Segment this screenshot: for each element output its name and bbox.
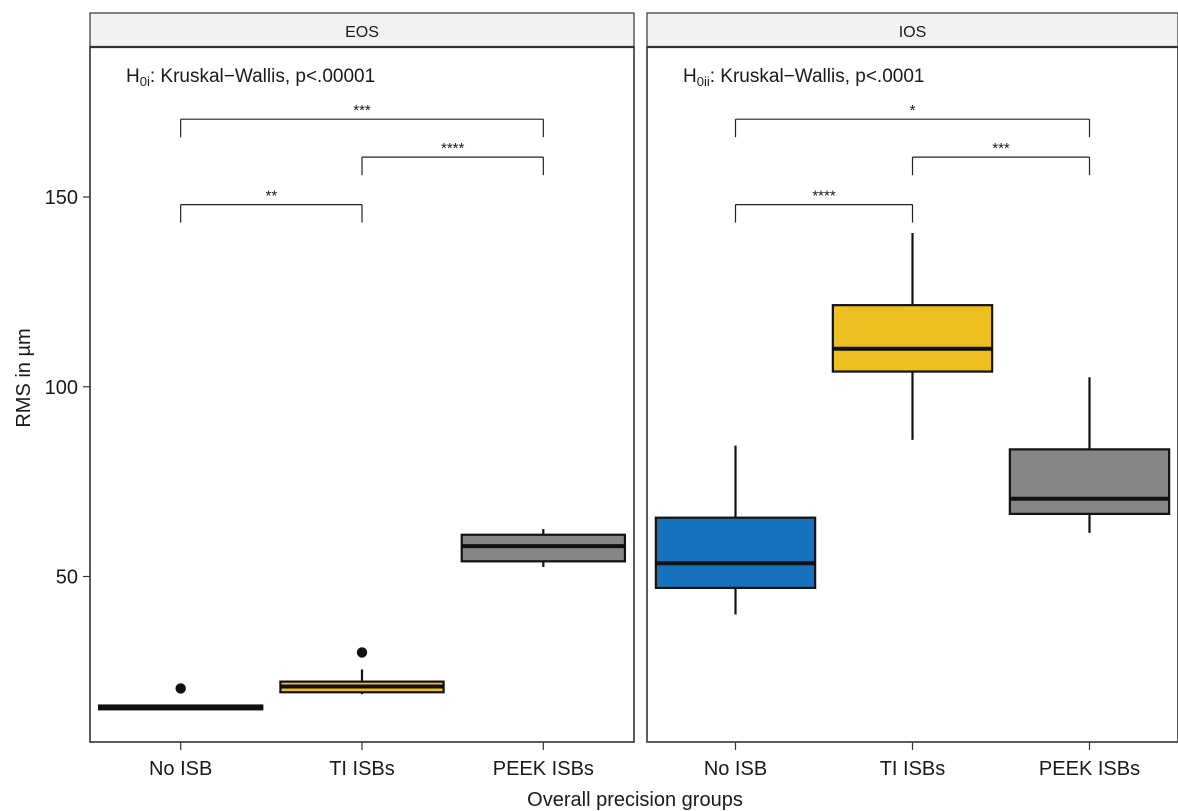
y-axis-title: RMS in µm <box>13 328 35 427</box>
x-tick-label-0-1: TI ISBs <box>329 758 395 780</box>
facet-strip-0 <box>89 12 635 48</box>
x-axis-title: Overall precision groups <box>527 789 743 811</box>
facet-test-annotation-1: H0ii: Kruskal−Wallis, p<.0001 <box>683 66 924 89</box>
facet-test-text-1: : Kruskal−Wallis, p<.0001 <box>710 66 925 87</box>
comparison-label-0-2: *** <box>353 102 371 119</box>
comparison-label-0-0: ** <box>265 188 277 205</box>
facet-test-annotation-0: H0i: Kruskal−Wallis, p<.00001 <box>126 66 375 89</box>
plot-frame-0 <box>89 46 635 743</box>
outlier-0-0-0 <box>175 683 186 694</box>
box-1-2 <box>1008 448 1171 515</box>
comparison-label-1-0: **** <box>812 188 836 205</box>
comparison-label-1-2: * <box>910 102 916 119</box>
facet-test-subscript-0: 0i <box>140 74 150 89</box>
x-tick-label-0-2: PEEK ISBs <box>493 758 594 780</box>
x-tick-label-1-2: PEEK ISBs <box>1039 758 1140 780</box>
facet-title-ios: IOS <box>899 24 927 41</box>
comparison-label-0-1: **** <box>441 140 465 157</box>
facet-test-text-0: : Kruskal−Wallis, p<.00001 <box>150 66 375 87</box>
box-1-1 <box>831 304 994 373</box>
facet-test-prefix-1: H <box>683 66 697 87</box>
outlier-0-1-0 <box>356 647 368 658</box>
box-1-0 <box>654 516 817 589</box>
facet-test-prefix-0: H <box>126 66 140 87</box>
y-tick-label-100: 100 <box>45 377 78 399</box>
comparison-label-1-1: *** <box>992 140 1010 157</box>
x-tick-label-1-1: TI ISBs <box>880 758 946 780</box>
facet-title-eos: EOS <box>345 24 379 41</box>
x-tick-label-0-0: No ISB <box>149 758 212 780</box>
y-tick-label-150: 150 <box>45 187 78 209</box>
facet-test-subscript-1: 0ii <box>697 74 710 89</box>
x-tick-label-1-0: No ISB <box>704 758 767 780</box>
y-tick-label-50: 50 <box>56 567 78 589</box>
